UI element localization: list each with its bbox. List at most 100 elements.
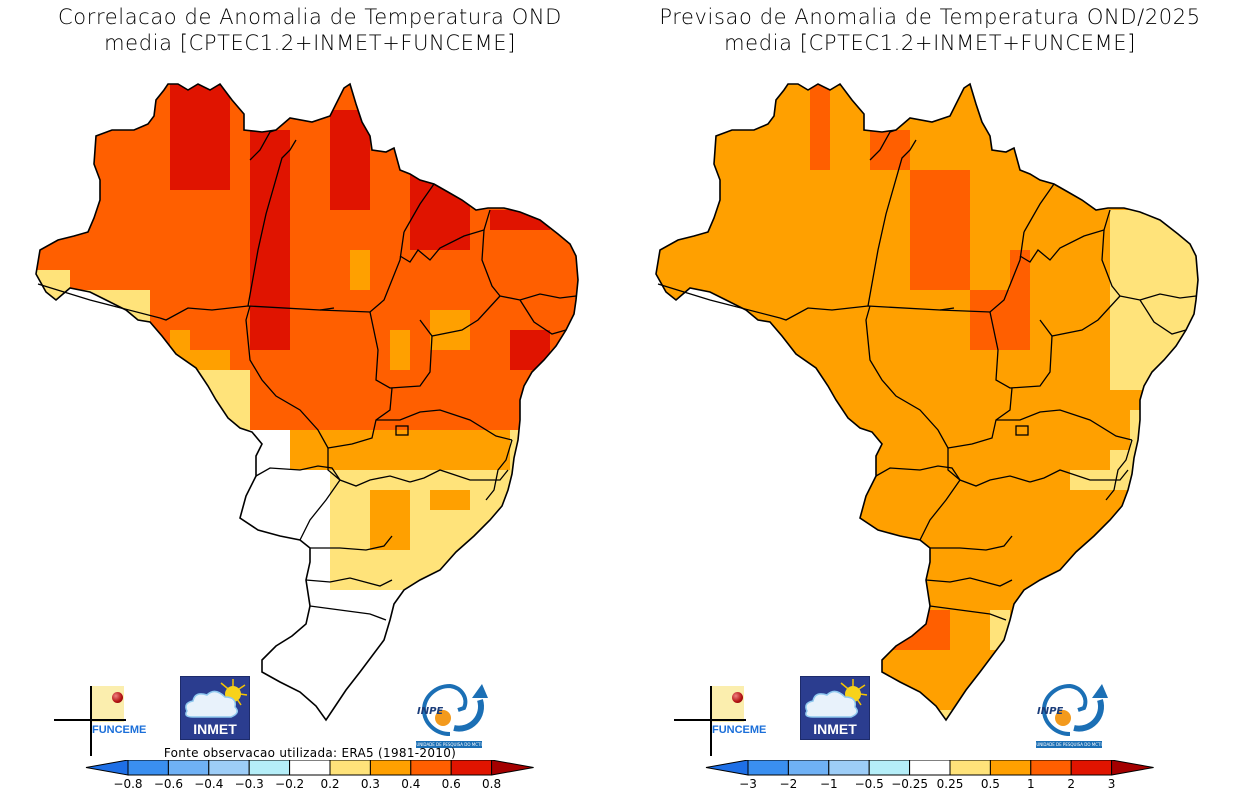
grid-cell xyxy=(210,490,231,511)
grid-cell xyxy=(170,570,191,591)
grid-cell xyxy=(270,84,291,91)
grid-cell xyxy=(410,330,431,351)
grid-cell xyxy=(310,630,331,651)
grid-cell xyxy=(656,510,671,531)
grid-cell xyxy=(970,150,991,171)
grid-cell xyxy=(1090,90,1111,111)
grid-cell xyxy=(1110,390,1131,411)
grid-cell xyxy=(210,550,231,571)
grid-cell xyxy=(110,550,131,571)
grid-cell xyxy=(270,550,291,571)
grid-cell xyxy=(870,190,891,211)
grid-cell xyxy=(750,90,771,111)
grid-cell xyxy=(1050,530,1071,551)
grid-cell xyxy=(910,510,931,531)
grid-cell xyxy=(210,650,231,671)
grid-cell xyxy=(130,590,151,611)
grid-cell xyxy=(270,290,291,311)
grid-cell xyxy=(230,350,251,371)
grid-cell xyxy=(350,210,371,231)
grid-cell xyxy=(950,350,971,371)
grid-cell xyxy=(470,290,491,311)
grid-cell xyxy=(190,110,211,131)
grid-cell xyxy=(770,450,791,471)
grid-cell xyxy=(70,310,91,331)
correlation-map xyxy=(35,82,579,722)
grid-cell xyxy=(1010,630,1031,651)
grid-cell xyxy=(450,550,471,571)
grid-cell xyxy=(1010,450,1031,471)
grid-cell xyxy=(230,610,251,631)
grid-cell xyxy=(930,230,951,251)
grid-cell xyxy=(990,450,1011,471)
grid-cell xyxy=(390,150,411,171)
grid-cell xyxy=(150,490,171,511)
grid-cell xyxy=(550,190,571,211)
grid-cell xyxy=(470,170,491,191)
grid-cell xyxy=(350,270,371,291)
inmet-label: INMET xyxy=(813,721,857,737)
colorbar-tick-label: 0.4 xyxy=(401,777,420,791)
grid-cell xyxy=(1050,350,1071,371)
grid-cell xyxy=(150,190,171,211)
correlation-title-line2: media [CPTEC1.2+INMET+FUNCEME] xyxy=(104,31,516,55)
grid-cell xyxy=(830,170,851,191)
grid-cell xyxy=(910,350,931,371)
grid-cell xyxy=(350,590,371,611)
grid-cell xyxy=(910,90,931,111)
grid-cell xyxy=(270,410,291,431)
grid-cell xyxy=(1090,410,1111,431)
grid-cell xyxy=(430,630,451,651)
grid-cell xyxy=(190,490,211,511)
grid-cell xyxy=(1170,470,1191,491)
grid-cell xyxy=(170,470,191,491)
grid-cell xyxy=(510,650,531,671)
grid-cell xyxy=(250,370,271,391)
grid-cell xyxy=(656,130,671,151)
grid-cell xyxy=(770,350,791,371)
grid-cell xyxy=(850,630,871,651)
grid-cell xyxy=(1130,690,1151,711)
grid-cell xyxy=(810,470,831,491)
grid-cell xyxy=(770,290,791,311)
grid-cell xyxy=(310,610,331,631)
correlation-title-line1: Correlacao de Anomalia de Temperatura ON… xyxy=(58,5,562,29)
colorbar-swatch xyxy=(167,760,210,776)
grid-cell xyxy=(410,450,431,471)
grid-cell xyxy=(90,570,111,591)
grid-cell xyxy=(350,490,371,511)
grid-cell xyxy=(110,150,131,171)
grid-cell xyxy=(656,550,671,571)
grid-cell xyxy=(1150,290,1171,311)
grid-cell xyxy=(670,210,691,231)
grid-cell xyxy=(730,330,751,351)
grid-cell xyxy=(730,130,751,151)
grid-cell xyxy=(1010,210,1031,231)
grid-cell xyxy=(830,270,851,291)
grid-cell xyxy=(36,370,51,391)
grid-cell xyxy=(550,270,571,291)
colorbar-swatch xyxy=(747,760,789,776)
grid-cell xyxy=(1190,350,1198,371)
grid-cell xyxy=(770,250,791,271)
grid-cell xyxy=(350,170,371,191)
colorbar-tick-label: −0.6 xyxy=(154,777,183,791)
grid-cell xyxy=(950,370,971,391)
grid-cell xyxy=(970,650,991,671)
grid-cell xyxy=(1150,130,1171,151)
grid-cell xyxy=(870,84,891,91)
grid-cell xyxy=(1110,530,1131,551)
grid-cell xyxy=(230,550,251,571)
grid-cell xyxy=(930,670,951,691)
grid-cell xyxy=(656,590,671,611)
grid-cell xyxy=(110,270,131,291)
grid-cell xyxy=(890,430,911,451)
grid-cell xyxy=(36,690,51,711)
colorbar-swatch xyxy=(868,760,911,776)
grid-cell xyxy=(790,470,811,491)
grid-cell xyxy=(570,410,578,431)
grid-cell xyxy=(656,190,671,211)
grid-cell xyxy=(410,250,431,271)
grid-cell xyxy=(690,130,711,151)
grid-cell xyxy=(1170,250,1191,271)
